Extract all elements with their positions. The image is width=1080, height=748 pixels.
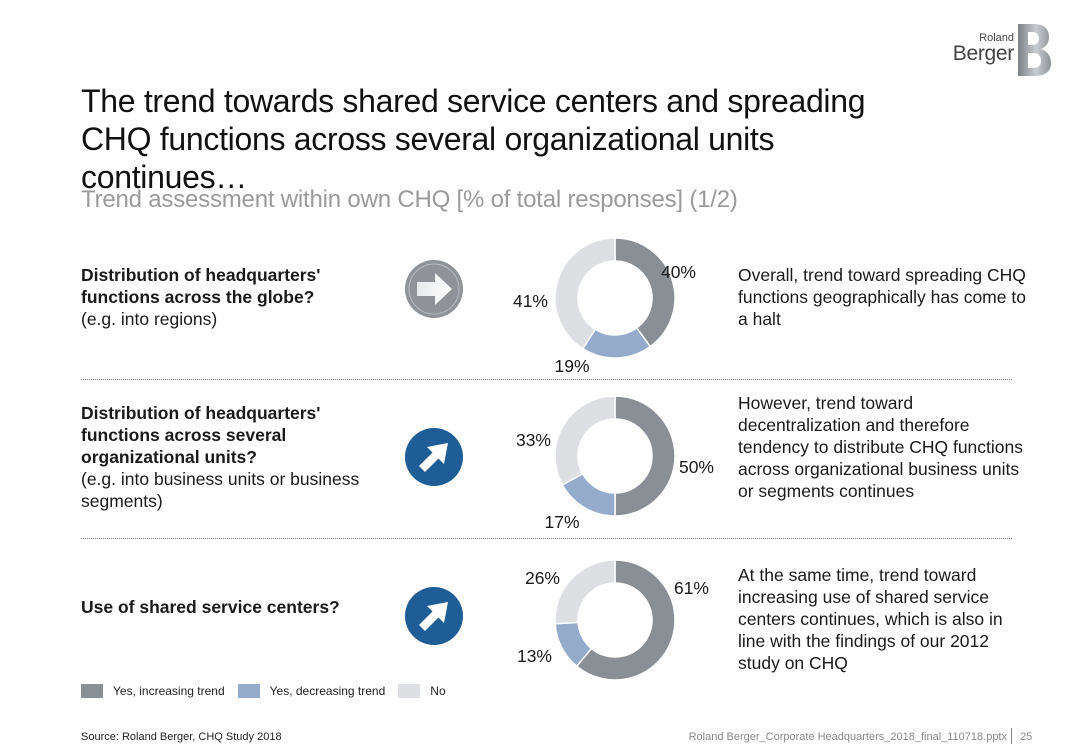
- legend-item-increasing: Yes, increasing trend: [81, 684, 225, 698]
- question-1: Distribution of headquarters' functions …: [81, 264, 381, 330]
- donut-charts: 40% 19% 41% 50% 17% 33% 61% 13% 26%: [513, 237, 714, 681]
- donut-3-label-increasing: 61%: [674, 578, 709, 598]
- description-3: At the same time, trend toward increasin…: [738, 565, 1003, 673]
- page-title: The trend towards shared service centers…: [81, 83, 866, 195]
- legend-item-decreasing: Yes, decreasing trend: [237, 684, 386, 698]
- donut-1-slice-no: [554, 237, 616, 350]
- question-2-title: Distribution of headquarters' functions …: [81, 403, 321, 467]
- legend-label-no: No: [430, 684, 446, 698]
- legend-swatch-increasing: [81, 684, 103, 698]
- arrow-up-right-icon: [405, 428, 463, 486]
- source-note: Source: Roland Berger, CHQ Study 2018: [81, 731, 282, 743]
- legend-label-increasing: Yes, increasing trend: [113, 684, 225, 698]
- donut-3-slice-increasing: [575, 559, 676, 681]
- question-3-title: Use of shared service centers?: [81, 597, 340, 617]
- legend-label-decreasing: Yes, decreasing trend: [269, 684, 386, 698]
- question-1-title: Distribution of headquarters' functions …: [81, 265, 321, 307]
- question-2: Distribution of headquarters' functions …: [81, 402, 381, 512]
- donut-1-label-increasing: 40%: [661, 262, 696, 282]
- divider-2: [81, 538, 1012, 539]
- logo-b-mark-icon: [1018, 24, 1051, 76]
- legend-item-no: No: [398, 684, 446, 698]
- question-2-note: (e.g. into business units or business se…: [81, 469, 360, 511]
- donut-2-slice-increasing: [614, 395, 676, 517]
- footer-filename: Roland Berger_Corporate Headquarters_201…: [688, 731, 1007, 743]
- logo-text-berger: Berger: [952, 42, 1015, 65]
- donut-3-label-decreasing: 13%: [517, 646, 552, 666]
- donut-2-label-decreasing: 17%: [544, 512, 579, 532]
- divider-1: [81, 379, 1012, 380]
- donut-2-label-no: 33%: [516, 430, 551, 450]
- page-subtitle: Trend assessment within own CHQ [% of to…: [81, 186, 738, 213]
- donut-1-label-no: 41%: [513, 291, 548, 311]
- donut-1-slice-increasing: [614, 237, 676, 348]
- arrow-right-icon: [405, 260, 463, 318]
- donut-3-label-no: 26%: [525, 568, 560, 588]
- donut-3-slice-no: [554, 559, 616, 625]
- description-2: However, trend toward decentralization a…: [738, 393, 1024, 501]
- question-3: Use of shared service centers?: [81, 596, 381, 618]
- roland-berger-logo: Roland Berger: [946, 22, 1058, 78]
- legend: Yes, increasing trend Yes, decreasing tr…: [81, 684, 459, 698]
- page-number: 25: [1020, 731, 1033, 743]
- donut-2-label-increasing: 50%: [679, 457, 714, 477]
- donut-2-slice-no: [554, 395, 616, 486]
- legend-swatch-decreasing: [237, 684, 260, 698]
- arrow-up-right-icon: [405, 587, 463, 645]
- footer-separator: [1011, 728, 1012, 744]
- logo-text-roland: Roland: [979, 32, 1014, 44]
- legend-swatch-no: [398, 684, 421, 698]
- donut-1-label-decreasing: 19%: [554, 356, 589, 376]
- description-1: Overall, trend toward spreading CHQ func…: [738, 265, 1026, 329]
- question-1-note: (e.g. into regions): [81, 309, 218, 329]
